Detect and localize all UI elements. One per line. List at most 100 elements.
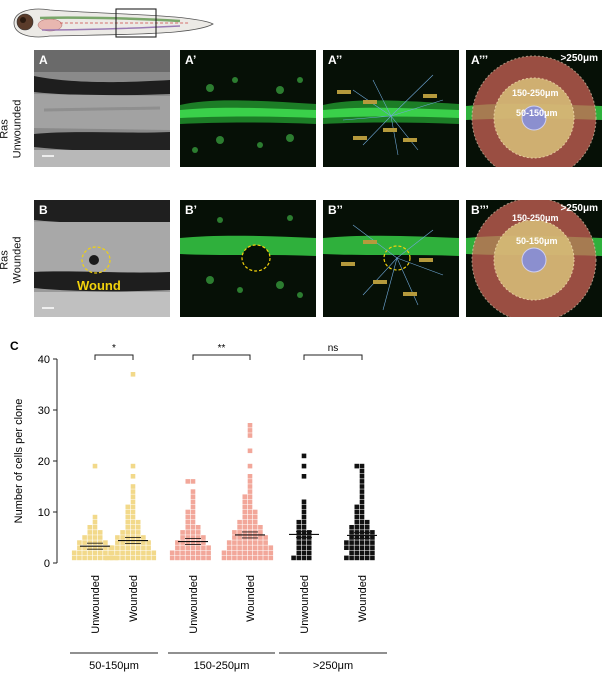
data-point [370,545,375,550]
data-point [125,555,131,561]
data-point [232,540,237,545]
data-point [258,540,263,545]
data-point [258,525,263,530]
panel-label: B’’ [328,203,343,217]
data-point [296,545,302,550]
data-point [354,545,360,550]
data-point [242,494,248,499]
data-point [206,550,211,556]
data-point [185,519,191,525]
data-point [221,550,227,556]
x-category-label: Wounded [357,575,369,622]
data-point [364,545,370,550]
data-point [130,550,136,556]
data-point [125,540,131,545]
data-point [242,550,248,556]
data-point [237,535,242,540]
zebrafish-larva-schematic [13,8,214,38]
data-point [359,468,365,474]
data-point [125,530,131,535]
data-point [71,555,77,561]
data-point [237,550,242,556]
x-category-label: Unwounded [188,575,200,634]
panel-a-brightfield: A [34,50,170,167]
x-category-label: Unwounded [90,575,102,634]
panel-b3-distance-rings: B’’’ >250μm 150-250μm 50-150μm [466,200,602,317]
ring-label-inner: 50-150μm [516,108,558,118]
data-point [301,530,307,535]
data-point [180,550,185,556]
data-point [185,540,191,545]
data-point [354,519,360,525]
data-point [364,550,370,556]
data-point [190,530,196,535]
data-point [185,535,191,540]
data-point [359,545,365,550]
data-point [201,540,206,545]
data-point [120,555,125,561]
data-point [296,519,302,525]
data-point [242,514,248,520]
data-point [359,463,365,469]
data-point [175,555,180,561]
data-point [120,530,125,535]
data-point [359,540,365,545]
ring-label-middle: 150-250μm [512,213,559,223]
data-point [190,545,196,550]
data-point [301,474,307,479]
panel-a3-distance-rings: A’’’ >250μm 150-250μm 50-150μm [466,50,602,167]
data-point [97,550,103,556]
group-label: 150-250μm [194,660,250,672]
data-point [291,555,296,561]
data-point [135,545,141,550]
data-point [370,550,375,556]
panel-b2-distance-map: B’’ [323,200,459,317]
data-point [252,535,258,540]
data-point [190,514,196,520]
data-point [242,555,248,561]
significance-label: ns [328,343,339,354]
data-point [252,555,258,561]
data-point [247,499,253,505]
data-point [115,535,120,540]
data-point [175,540,180,545]
data-point [364,525,370,530]
data-point [71,550,77,556]
data-point [226,540,232,545]
data-point [180,545,185,550]
group-label: >250μm [313,660,353,672]
data-point [141,540,146,545]
data-point [247,514,253,520]
data-point [92,540,98,545]
data-point [252,545,258,550]
data-point [115,540,120,545]
data-point [296,550,302,556]
panel-b-brightfield: B Wound [34,200,170,317]
data-point [226,545,232,550]
data-point [359,484,365,489]
data-point [296,525,302,530]
data-point [195,545,201,550]
data-point [364,535,370,540]
data-point [77,545,82,550]
data-point [349,525,354,530]
y-tick-label: 20 [38,456,50,468]
data-point [82,545,87,550]
panel-label-c: C [10,339,19,353]
data-point [130,519,136,525]
data-point [135,519,141,525]
data-point [82,555,87,561]
data-point [344,555,349,561]
data-point [141,545,146,550]
data-point [232,530,237,535]
data-point [354,514,360,520]
data-point [237,525,242,530]
data-point [247,525,253,530]
data-point [359,535,365,540]
data-point [354,504,360,510]
data-point [146,540,151,545]
data-point [130,514,136,520]
data-point [242,545,248,550]
data-point [296,540,302,545]
data-point [263,545,268,550]
